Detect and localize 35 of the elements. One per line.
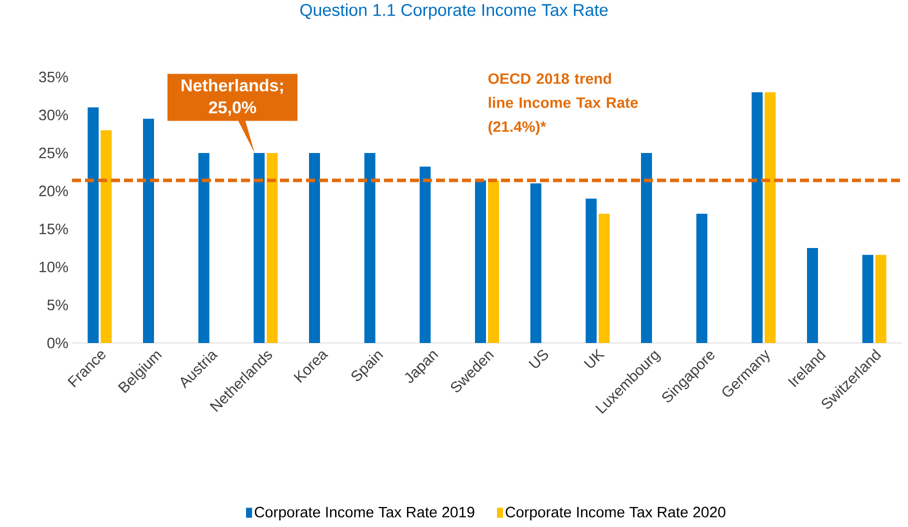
bar [198,152,210,343]
y-tick-label: 20% [39,186,68,196]
bar [641,152,652,343]
bar [266,152,278,343]
bar [862,254,874,343]
bar [875,254,886,343]
bar [364,152,376,343]
bar [475,180,486,343]
y-tick-label: 15% [40,224,68,234]
bar [309,152,320,343]
x-tick-label: US [528,350,548,368]
legend-label: Corporate Income Tax Rate 2019 [254,506,474,520]
bar [88,107,99,343]
y-tick-label: 25% [39,148,68,158]
ref-line-label: OECD 2018 trend line Income Tax Rate (21.4%)* [488,72,638,135]
y-tick-label: 10% [40,262,68,272]
chart-title: Question 1.1 Corporate Income Tax Rate [300,4,608,20]
bar [100,130,112,343]
bar [420,166,431,343]
y-tick-label: 5% [47,300,68,310]
bar [488,180,500,343]
bar [143,118,154,343]
y-tick-label: 35% [39,72,68,82]
bar [254,152,265,343]
bar [586,198,597,343]
legend-label: Corporate Income Tax Rate 2020 [506,506,726,520]
bar [752,92,763,343]
annotation: Netherlands; 25,0% [182,78,283,116]
bar [530,183,542,343]
bar [696,214,708,343]
bar [806,248,818,343]
y-tick-label: 0% [47,338,68,348]
y-tick-label: 30% [39,110,68,120]
bar [598,214,610,343]
bar [764,92,776,343]
